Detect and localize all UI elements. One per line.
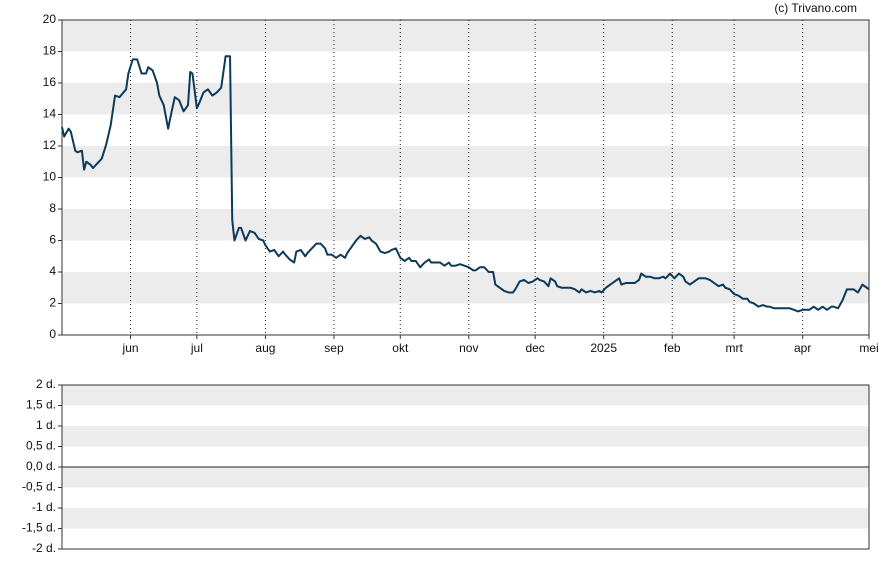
- grid-band: [62, 385, 869, 406]
- y-tick-label: -0,5 d.: [22, 480, 56, 494]
- grid-band: [62, 426, 869, 447]
- y-tick-label: 18: [43, 44, 57, 58]
- y-tick-label: 2 d.: [36, 377, 56, 391]
- y-tick-label: 8: [49, 201, 56, 215]
- y-tick-label: 2: [49, 296, 56, 310]
- y-tick-label: 6: [49, 233, 56, 247]
- y-tick-label: 14: [43, 107, 57, 121]
- x-tick-label: 2025: [590, 341, 617, 355]
- x-tick-label: mei: [859, 341, 878, 355]
- x-tick-label: sep: [324, 341, 344, 355]
- price-line: [61, 55, 870, 313]
- y-tick-label: -1,5 d.: [22, 521, 56, 535]
- y-tick-label: 20: [43, 12, 57, 26]
- y-tick-label: 0: [49, 327, 56, 341]
- y-tick-label: -1 d.: [32, 500, 56, 514]
- x-tick-label: okt: [392, 341, 409, 355]
- y-tick-label: 10: [43, 170, 57, 184]
- x-tick-label: jun: [122, 341, 139, 355]
- x-tick-label: apr: [794, 341, 811, 355]
- y-tick-label: 4: [49, 264, 56, 278]
- watermark: (c) Trivano.com: [774, 1, 857, 15]
- plot-frame: [61, 384, 870, 550]
- y-tick-label: 16: [43, 75, 57, 89]
- plot-frame: [61, 19, 870, 336]
- grid-band: [62, 508, 869, 529]
- grid-band: [62, 467, 869, 488]
- y-tick-label: 1 d.: [36, 418, 56, 432]
- x-tick-label: nov: [459, 341, 478, 355]
- grid-band: [62, 272, 869, 304]
- y-tick-label: 0,0 d.: [26, 459, 56, 473]
- x-tick-label: aug: [255, 341, 275, 355]
- y-tick-label: 0,5 d.: [26, 439, 56, 453]
- x-tick-label: feb: [664, 341, 681, 355]
- x-tick-label: mrt: [725, 341, 743, 355]
- x-tick-label: jul: [190, 341, 203, 355]
- grid-band: [62, 146, 869, 178]
- x-tick-label: dec: [525, 341, 544, 355]
- y-tick-label: 12: [43, 138, 57, 152]
- y-tick-label: 1,5 d.: [26, 398, 56, 412]
- grid-band: [62, 20, 869, 52]
- grid-band: [62, 209, 869, 241]
- y-tick-label: -2 d.: [32, 541, 56, 555]
